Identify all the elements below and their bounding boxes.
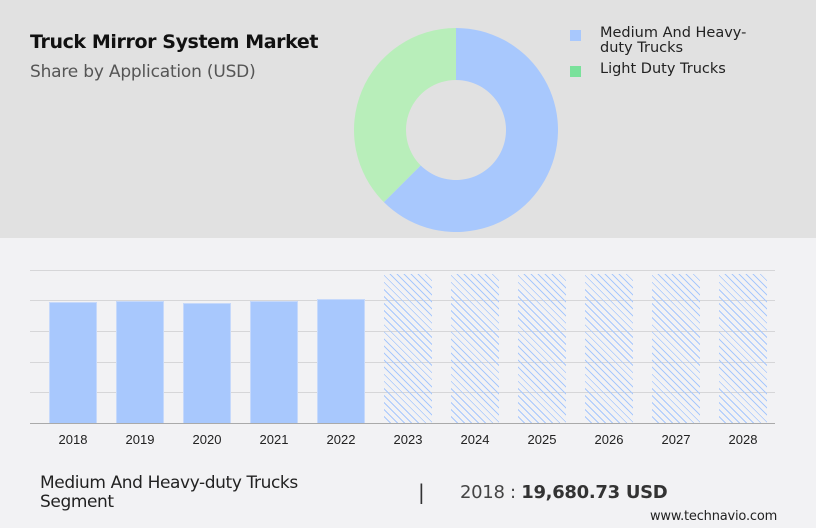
x-tick-label: 2024 xyxy=(460,432,490,447)
segment-label: Medium And Heavy-duty Trucks Segment xyxy=(40,473,298,512)
x-tick-label: 2020 xyxy=(192,432,222,447)
bar xyxy=(250,301,298,423)
x-axis xyxy=(30,423,775,424)
stat-separator: : xyxy=(504,482,522,503)
bar xyxy=(183,303,231,423)
forecast-bar xyxy=(652,274,700,423)
x-tick-label: 2027 xyxy=(661,432,691,447)
legend: Medium And Heavy-duty Trucks Light Duty … xyxy=(570,26,750,83)
bar-chart xyxy=(30,270,775,424)
bar xyxy=(49,302,97,423)
bar xyxy=(116,301,164,423)
donut-slice xyxy=(383,28,558,232)
x-tick-label: 2019 xyxy=(125,432,155,447)
bar xyxy=(317,299,365,423)
x-tick-label: 2028 xyxy=(728,432,758,447)
forecast-bar xyxy=(518,274,566,423)
legend-item-medium-heavy: Medium And Heavy-duty Trucks xyxy=(570,26,750,56)
summary-panel: Truck Mirror System Market Share by Appl… xyxy=(0,0,816,238)
chart-title: Truck Mirror System Market xyxy=(30,31,319,53)
forecast-bar xyxy=(451,274,499,423)
stat-value: 19,680.73 USD xyxy=(521,482,668,503)
chart-subtitle: Share by Application (USD) xyxy=(30,62,256,82)
separator: | xyxy=(418,480,425,504)
donut-slice xyxy=(354,28,456,203)
website-link[interactable]: www.technavio.com xyxy=(650,509,778,524)
legend-label: Medium And Heavy-duty Trucks xyxy=(600,25,747,56)
x-tick-label: 2018 xyxy=(58,432,88,447)
forecast-bar xyxy=(719,274,767,423)
legend-label: Light Duty Trucks xyxy=(600,61,726,77)
x-tick-label: 2025 xyxy=(527,432,557,447)
legend-swatch-icon xyxy=(570,66,581,77)
segment-stat: 2018 : 19,680.73 USD xyxy=(460,482,668,503)
x-tick-label: 2023 xyxy=(393,432,423,447)
x-tick-label: 2026 xyxy=(594,432,624,447)
gridline xyxy=(30,270,775,271)
legend-swatch-icon xyxy=(570,30,581,41)
forecast-bar xyxy=(585,274,633,423)
stat-year: 2018 xyxy=(460,482,505,503)
forecast-bar xyxy=(384,274,432,423)
x-tick-label: 2021 xyxy=(259,432,289,447)
x-tick-label: 2022 xyxy=(326,432,356,447)
donut-chart xyxy=(354,28,558,232)
legend-item-light-duty: Light Duty Trucks xyxy=(570,62,750,77)
